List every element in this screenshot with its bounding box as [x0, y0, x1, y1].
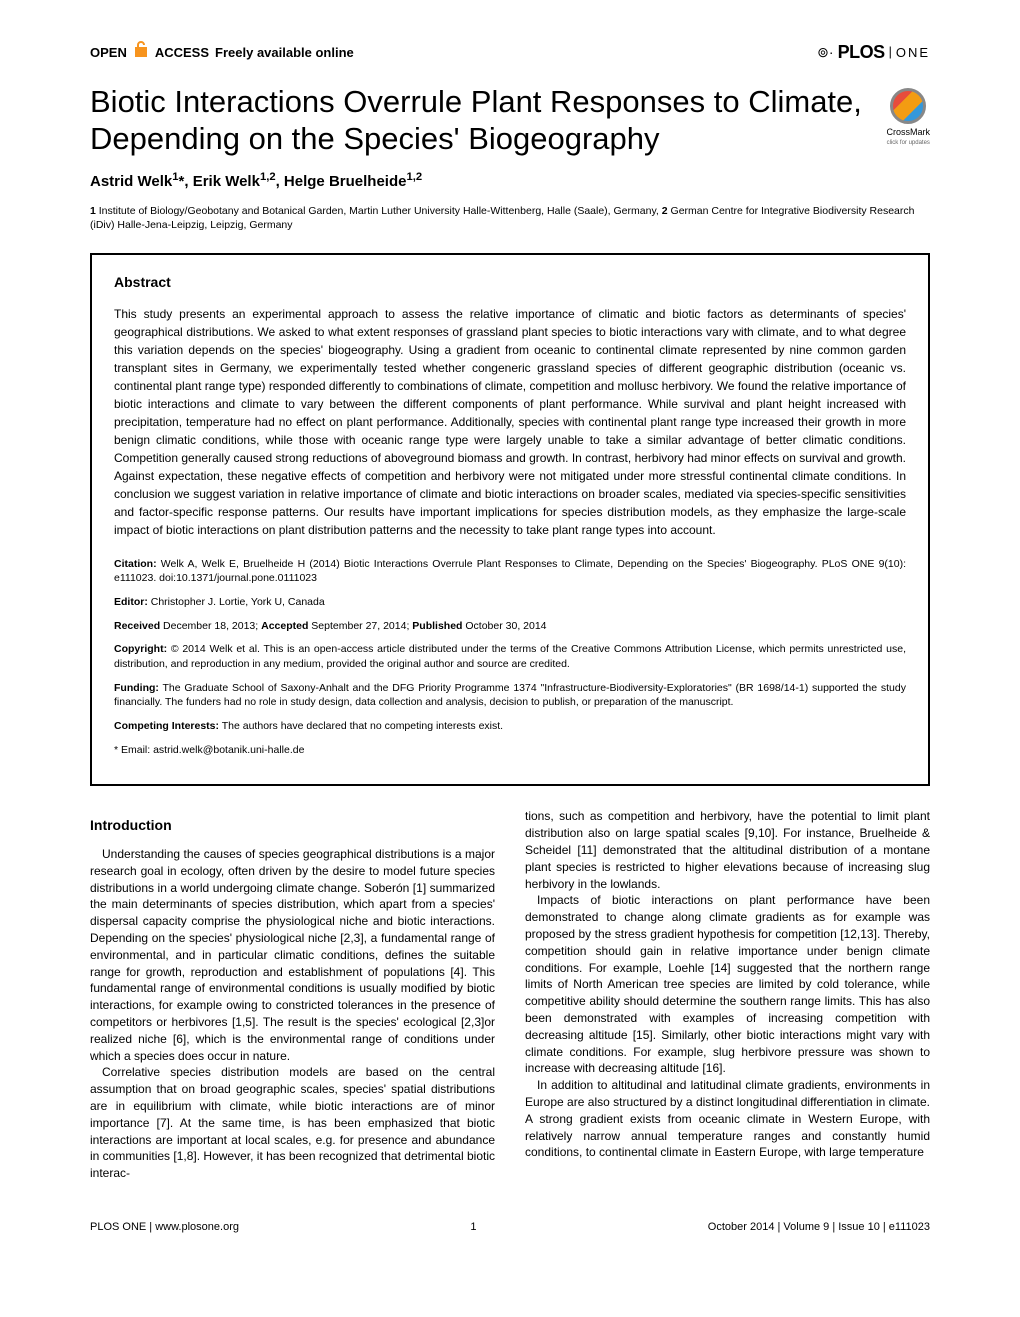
crossmark-badge[interactable]: CrossMark click for updates: [886, 88, 930, 147]
article-title: Biotic Interactions Overrule Plant Respo…: [90, 83, 866, 157]
funding-line: Funding: The Graduate School of Saxony-A…: [114, 681, 906, 710]
plos-divider: |: [889, 44, 892, 62]
intro-p3: tions, such as competition and herbivory…: [525, 808, 930, 892]
intro-p4: Impacts of biotic interactions on plant …: [525, 892, 930, 1077]
right-column: tions, such as competition and herbivory…: [525, 808, 930, 1182]
plos-circle-icon: ⊚·: [817, 43, 833, 63]
footer: PLOS ONE | www.plosone.org 1 October 201…: [90, 1212, 930, 1235]
footer-right: October 2014 | Volume 9 | Issue 10 | e11…: [708, 1220, 930, 1235]
competing-label: Competing Interests:: [114, 720, 219, 732]
freely-available-label: Freely available online: [215, 44, 354, 62]
dates-line: Received December 18, 2013; Accepted Sep…: [114, 619, 906, 634]
introduction-heading: Introduction: [90, 816, 495, 836]
abstract-text: This study presents an experimental appr…: [114, 305, 906, 539]
intro-p2: Correlative species distribution models …: [90, 1064, 495, 1182]
title-row: Biotic Interactions Overrule Plant Respo…: [90, 83, 930, 169]
open-access-badge: OPEN ACCESS Freely available online: [90, 40, 354, 65]
competing-text: The authors have declared that no compet…: [219, 720, 503, 732]
editor-label: Editor:: [114, 596, 148, 608]
editor-text: Christopher J. Lortie, York U, Canada: [148, 596, 325, 608]
left-column: Introduction Understanding the causes of…: [90, 808, 495, 1182]
copyright-text: © 2014 Welk et al. This is an open-acces…: [114, 643, 906, 670]
intro-p1: Understanding the causes of species geog…: [90, 846, 495, 1064]
crossmark-icon: [890, 88, 926, 124]
abstract-box: Abstract This study presents an experime…: [90, 253, 930, 786]
intro-p5: In addition to altitudinal and latitudin…: [525, 1077, 930, 1161]
plos-text: PLOS: [838, 40, 885, 65]
affiliations: 1 Institute of Biology/Geobotany and Bot…: [90, 204, 930, 233]
funding-text: The Graduate School of Saxony-Anhalt and…: [114, 682, 906, 709]
plos-logo: ⊚· PLOS | ONE: [817, 40, 930, 65]
email-line: * Email: astrid.welk@botanik.uni-halle.d…: [114, 743, 906, 758]
abstract-heading: Abstract: [114, 273, 906, 293]
authors-line: Astrid Welk1*, Erik Welk1,2, Helge Bruel…: [90, 170, 930, 192]
crossmark-sublabel: click for updates: [887, 139, 930, 147]
crossmark-label: CrossMark: [886, 126, 930, 139]
body-columns: Introduction Understanding the causes of…: [90, 808, 930, 1182]
competing-line: Competing Interests: The authors have de…: [114, 719, 906, 734]
citation-text: Welk A, Welk E, Bruelheide H (2014) Biot…: [114, 558, 906, 585]
access-label: ACCESS: [155, 44, 209, 62]
footer-page-number: 1: [470, 1220, 476, 1235]
lock-open-icon: [133, 40, 149, 65]
open-label: OPEN: [90, 44, 127, 62]
footer-left: PLOS ONE | www.plosone.org: [90, 1220, 239, 1235]
editor-line: Editor: Christopher J. Lortie, York U, C…: [114, 595, 906, 610]
copyright-label: Copyright:: [114, 643, 167, 655]
citation-line: Citation: Welk A, Welk E, Bruelheide H (…: [114, 557, 906, 586]
funding-label: Funding:: [114, 682, 159, 694]
plos-one-text: ONE: [896, 44, 930, 62]
copyright-line: Copyright: © 2014 Welk et al. This is an…: [114, 642, 906, 671]
citation-label: Citation:: [114, 558, 157, 570]
header-row: OPEN ACCESS Freely available online ⊚· P…: [90, 40, 930, 65]
